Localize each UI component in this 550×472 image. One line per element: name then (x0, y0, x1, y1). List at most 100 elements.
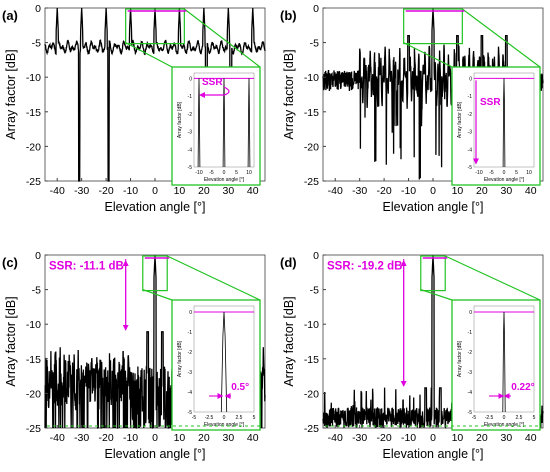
inset-axes (193, 72, 255, 168)
x-tick-label: -20 (99, 185, 114, 197)
inset-y-tick-label: -4 (468, 390, 473, 396)
x-tick-label: -10 (401, 432, 416, 444)
x-tick-label: -30 (74, 185, 89, 197)
inset-y-tick-label: -3 (188, 130, 193, 136)
y-tick-label: -5 (32, 285, 41, 297)
x-tick-label: -10 (123, 185, 138, 197)
inset-y-tick-label: -2 (188, 112, 193, 118)
y-tick-label: -5 (310, 38, 319, 50)
ssr-label: SSR (202, 77, 223, 88)
zoom-box (403, 8, 463, 45)
inset-x-axis-label: Elevation angle [°] (484, 177, 525, 183)
x-tick-label: 40 (525, 432, 537, 444)
inset-frame (171, 66, 261, 186)
array-factor-trace (44, 7, 266, 182)
zoom-connector (403, 42, 453, 68)
zoom-box (125, 8, 185, 45)
beamwidth-label: 0.5° (231, 382, 249, 393)
inset-x-tick-label: -2.5 (205, 415, 214, 421)
y-tick-label: -15 (304, 107, 319, 119)
inset-x-tick-label: -5 (209, 170, 214, 176)
inset-axes (473, 305, 535, 413)
x-tick-label: -40 (328, 432, 343, 444)
inset-y-tick-label: -1 (188, 94, 193, 100)
inset-x-tick-label: 0 (223, 170, 226, 176)
panel-label: (a) (2, 8, 18, 23)
ssr-label: SSR (480, 97, 501, 108)
y-tick-label: -5 (310, 285, 319, 297)
panel-b: (b)-40 -30 -20 -10 0 10 20 30 400-5-10-15-20-25E… (280, 3, 544, 214)
x-tick-label: -30 (352, 432, 367, 444)
inset-y-tick-label: -1 (468, 94, 473, 100)
inset-peak (197, 78, 201, 168)
inset-x-tick-label: 10 (246, 170, 252, 176)
panel-label: (b) (280, 8, 297, 23)
x-axis-label: Elevation angle [°] (383, 447, 484, 461)
x-axis-label: Elevation angle [°] (105, 200, 206, 214)
y-tick-label: -25 (304, 423, 319, 435)
y-tick-label: -20 (304, 388, 319, 400)
x-tick-label: -30 (74, 432, 89, 444)
inset-x-tick-label: 0 (503, 415, 506, 421)
ssr-label: SSR: -19.2 dB (327, 261, 402, 273)
inset: -5 -2.5 0 2.5 5 0 -1 -2 -3 -4 -5 Elevation angle [°… (171, 299, 261, 431)
x-tick-label: 10 (452, 185, 464, 197)
zoom-connector (183, 8, 261, 68)
inset-y-tick-label: 0 (469, 310, 472, 316)
inset-y-tick-label: -5 (468, 410, 473, 416)
x-tick-label: 0 (430, 432, 436, 444)
inset-x-tick-label: 10 (526, 170, 532, 176)
x-tick-label: -40 (50, 432, 65, 444)
x-tick-label: 0 (152, 185, 158, 197)
y-tick-label: -25 (304, 176, 319, 188)
y-tick-label: 0 (313, 3, 319, 15)
x-tick-label: 20 (198, 432, 210, 444)
inset-y-tick-label: -5 (188, 410, 193, 416)
x-tick-label: -40 (328, 185, 343, 197)
x-axis-label: Elevation angle [°] (105, 447, 206, 461)
inset-y-tick-label: 0 (469, 76, 472, 82)
inset-y-tick-label: -1 (468, 330, 473, 336)
panel-a: (a)-40 -30 -20 -10 0 10 20 30 400-5-10-15-20-25E… (2, 3, 266, 214)
inset-x-tick-label: 2.5 (236, 415, 243, 421)
x-tick-label: 10 (174, 185, 186, 197)
zoom-connector (166, 255, 261, 301)
y-tick-label: -5 (32, 38, 41, 50)
inset-y-tick-label: -5 (188, 165, 193, 171)
inset-x-tick-label: 5 (253, 415, 256, 421)
y-tick-label: -20 (26, 141, 41, 153)
inset-x-tick-label: 0 (503, 170, 506, 176)
x-tick-label: 20 (476, 185, 488, 197)
y-tick-label: -15 (26, 107, 41, 119)
x-tick-label: -20 (377, 432, 392, 444)
ssr-arrow (199, 86, 230, 98)
panel-label: (d) (280, 255, 297, 270)
panel-c: (c)-40 -30 -20 -10 0 10 20 30 400-5-10-15-20-25E… (2, 250, 266, 461)
x-tick-label: 40 (525, 185, 537, 197)
x-tick-label: 30 (222, 432, 234, 444)
x-tick-label: 30 (222, 185, 234, 197)
x-tick-label: 20 (476, 432, 488, 444)
x-tick-label: 0 (152, 432, 158, 444)
inset-peak (222, 78, 226, 168)
inset-x-tick-label: 5 (235, 170, 238, 176)
zoom-connector (461, 8, 541, 68)
x-tick-label: -20 (99, 432, 114, 444)
inset-axes (473, 72, 535, 168)
inset-y-axis-label: Array factor [dB] (177, 340, 183, 377)
x-tick-label: -10 (401, 185, 416, 197)
y-axis-label: Array factor [dB] (4, 296, 18, 386)
inset-peak (247, 78, 251, 168)
inset-peak (220, 311, 228, 413)
x-tick-label: 40 (247, 432, 259, 444)
y-axis-label: Array factor [dB] (4, 49, 18, 139)
y-tick-label: -25 (26, 423, 41, 435)
inset-y-tick-label: -3 (468, 130, 473, 136)
inset-peak (502, 311, 506, 413)
inset-y-tick-label: -2 (468, 350, 473, 356)
y-axis-label: Array factor [dB] (282, 49, 296, 139)
inset-x-tick-label: -10 (475, 170, 482, 176)
inset-x-axis-label: Elevation angle [°] (204, 422, 245, 428)
y-tick-label: -10 (26, 319, 41, 331)
